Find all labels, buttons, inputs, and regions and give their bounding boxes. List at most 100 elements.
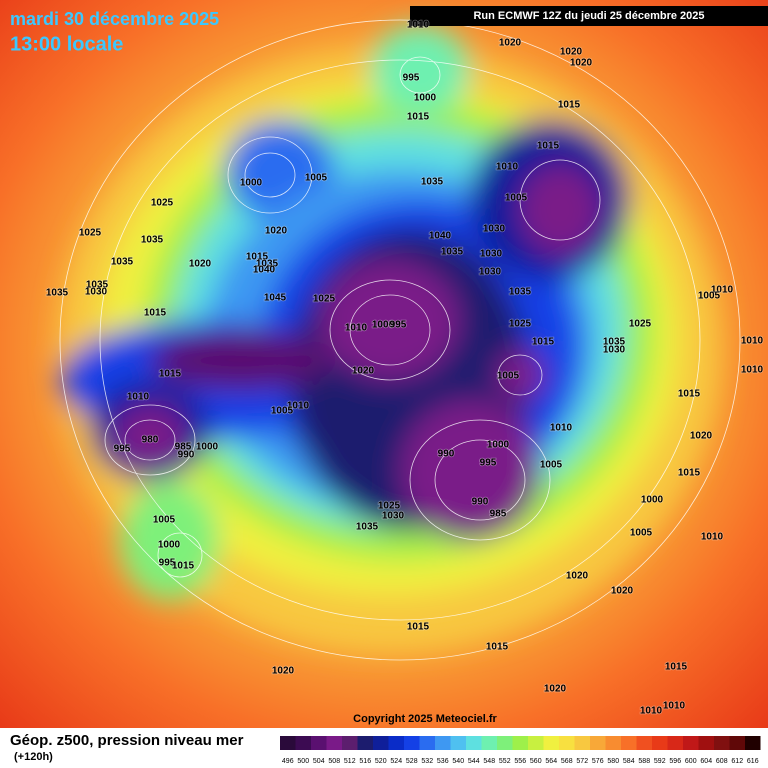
pressure-label: 1010 xyxy=(701,532,724,543)
scale-tick-label: 608 xyxy=(716,758,728,765)
pressure-label: 1000 xyxy=(487,440,510,451)
pressure-label: 1005 xyxy=(698,291,721,302)
pressure-label: 1035 xyxy=(421,177,444,188)
scale-swatch xyxy=(311,736,327,750)
pressure-label: 1015 xyxy=(246,252,269,263)
pressure-label: 1025 xyxy=(378,501,401,512)
pressure-label: 1015 xyxy=(486,642,509,653)
pressure-label: 995 xyxy=(159,558,176,569)
pressure-label: 1010 xyxy=(287,401,310,412)
scale-tick-label: 564 xyxy=(545,758,557,765)
scale-tick-label: 592 xyxy=(654,758,666,765)
pressure-label: 1005 xyxy=(305,173,328,184)
scale-tick-label: 600 xyxy=(685,758,697,765)
legend-title: Géop. z500, pression niveau mer xyxy=(10,732,244,749)
pressure-label: 1025 xyxy=(313,294,336,305)
pressure-label: 1035 xyxy=(441,247,464,258)
pressure-label: 985 xyxy=(175,442,192,453)
pressure-label: 1015 xyxy=(407,622,430,633)
pressure-label: 1040 xyxy=(429,231,452,242)
scale-swatch xyxy=(652,736,668,750)
pressure-label: 1010 xyxy=(496,162,519,173)
pressure-label: 985 xyxy=(490,509,507,520)
scale-tick-label: 536 xyxy=(437,758,449,765)
pressure-label: 1030 xyxy=(480,249,503,260)
pressure-label: 1035 xyxy=(509,287,532,298)
scale-swatch xyxy=(590,736,606,750)
pressure-label: 1025 xyxy=(629,319,652,330)
scale-tick-label: 612 xyxy=(731,758,743,765)
scale-tick-label: 556 xyxy=(514,758,526,765)
pressure-label: 1010 xyxy=(640,706,663,717)
pressure-label: 1025 xyxy=(151,198,174,209)
legend-subtitle: (+120h) xyxy=(14,751,53,763)
pressure-label: 1010 xyxy=(741,336,764,347)
scale-swatch xyxy=(326,736,342,750)
pressure-label: 1020 xyxy=(352,366,375,377)
scale-tick-label: 560 xyxy=(530,758,542,765)
scale-swatch xyxy=(605,736,621,750)
pressure-label: 1030 xyxy=(85,287,108,298)
pressure-label: 1020 xyxy=(265,226,288,237)
scale-swatch xyxy=(745,736,761,750)
scale-swatch xyxy=(357,736,373,750)
pressure-label: 1020 xyxy=(570,58,593,69)
pressure-label: 1035 xyxy=(141,235,164,246)
pressure-label: 1020 xyxy=(544,684,567,695)
scale-swatch xyxy=(481,736,497,750)
pressure-label: 1000 xyxy=(240,178,263,189)
pressure-label: 995 xyxy=(114,444,131,455)
pressure-label: 1000 xyxy=(372,320,395,331)
scale-swatch xyxy=(543,736,559,750)
scale-swatch xyxy=(512,736,528,750)
scale-tick-label: 516 xyxy=(359,758,371,765)
scale-swatch xyxy=(714,736,730,750)
scale-tick-label: 500 xyxy=(297,758,309,765)
scale-swatch xyxy=(435,736,451,750)
scale-tick-label: 588 xyxy=(638,758,650,765)
pressure-label: 1010 xyxy=(711,285,734,296)
pressure-label: 1035 xyxy=(356,522,379,533)
scale-tick-label: 584 xyxy=(623,758,635,765)
pressure-label: 1015 xyxy=(172,561,195,572)
pressure-label: 1045 xyxy=(264,293,287,304)
pressure-label: 1020 xyxy=(272,666,295,677)
pressure-label: 995 xyxy=(480,458,497,469)
pressure-label: 1020 xyxy=(499,38,522,49)
pressure-label: 1020 xyxy=(566,571,589,582)
scale-tick-label: 580 xyxy=(607,758,619,765)
pressure-label: 1010 xyxy=(663,701,686,712)
pressure-label: 1025 xyxy=(79,228,102,239)
scale-swatch xyxy=(450,736,466,750)
pressure-label: 1015 xyxy=(678,468,701,479)
scale-swatch xyxy=(667,736,683,750)
pressure-label: 1035 xyxy=(46,288,69,299)
scale-swatch xyxy=(404,736,420,750)
forecast-time: 13:00 locale xyxy=(10,33,123,55)
scale-swatch xyxy=(636,736,652,750)
pressure-label: 1010 xyxy=(127,392,150,403)
pressure-label: 1015 xyxy=(159,369,182,380)
scale-tick-label: 532 xyxy=(421,758,433,765)
pressure-label: 1015 xyxy=(532,337,555,348)
scale-tick-label: 508 xyxy=(328,758,340,765)
pressure-label: 990 xyxy=(438,449,455,460)
pressure-label: 1015 xyxy=(558,100,581,111)
pressure-label: 1025 xyxy=(509,319,532,330)
scale-swatch xyxy=(373,736,389,750)
scale-swatch xyxy=(342,736,358,750)
pressure-label: 1005 xyxy=(630,528,653,539)
scale-swatch xyxy=(683,736,699,750)
pressure-label: 1015 xyxy=(678,389,701,400)
scale-tick-label: 604 xyxy=(700,758,712,765)
pressure-label: 1010 xyxy=(741,365,764,376)
scale-tick-label: 572 xyxy=(576,758,588,765)
pressure-label: 1035 xyxy=(86,280,109,291)
pressure-label: 1015 xyxy=(407,112,430,123)
pressure-label: 1020 xyxy=(560,47,583,58)
pressure-label: 1020 xyxy=(189,259,212,270)
pressure-label: 995 xyxy=(390,320,407,331)
pressure-label: 1000 xyxy=(158,540,181,551)
